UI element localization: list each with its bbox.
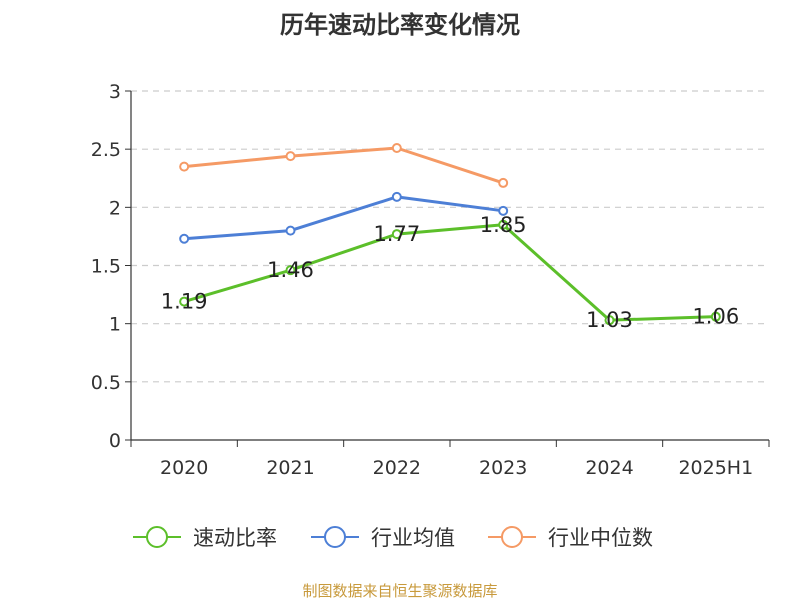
data-point bbox=[391, 229, 402, 240]
series-3 bbox=[179, 143, 509, 188]
legend-label: 行业中位数 bbox=[548, 526, 653, 550]
legend-marker bbox=[501, 526, 523, 548]
data-point bbox=[285, 151, 296, 162]
x-tick-label: 2025H1 bbox=[678, 457, 753, 479]
data-label: 1.77 bbox=[373, 222, 420, 246]
data-label: 1.46 bbox=[267, 258, 314, 282]
y-tick-label: 1.5 bbox=[91, 256, 121, 278]
x-tick-label: 2022 bbox=[373, 457, 421, 479]
x-tick-label: 2020 bbox=[160, 457, 208, 479]
x-tick-label: 2021 bbox=[266, 457, 314, 479]
source-note: 制图数据来自恒生聚源数据库 bbox=[302, 582, 497, 600]
data-point bbox=[498, 205, 509, 216]
legend-item-1: 速动比率 bbox=[133, 526, 277, 550]
data-point bbox=[604, 315, 615, 326]
y-tick-label: 3 bbox=[109, 81, 121, 103]
series-1 bbox=[179, 219, 721, 326]
axes: 0 0.5 1 1.5 2 2.5 3 2020 2021 2022 2023 2024 2025H1 bbox=[91, 81, 770, 479]
data-point bbox=[285, 265, 296, 276]
data-point bbox=[179, 161, 190, 172]
y-tick-label: 0 bbox=[109, 430, 121, 452]
data-label: 1.85 bbox=[480, 213, 527, 237]
chart-title: 历年速动比率变化情况 bbox=[280, 11, 520, 39]
x-tick-label: 2023 bbox=[479, 457, 527, 479]
y-tick-label: 1 bbox=[109, 314, 121, 336]
y-tick-label: 2.5 bbox=[91, 139, 121, 161]
series-layer bbox=[179, 143, 721, 326]
data-labels: 1.19 1.46 1.77 1.85 1.03 1.06 bbox=[161, 213, 739, 332]
series-2 bbox=[179, 191, 509, 244]
data-point bbox=[498, 177, 509, 188]
legend-marker bbox=[324, 526, 346, 548]
y-tick-label: 0.5 bbox=[91, 372, 121, 394]
series-line bbox=[184, 146, 504, 185]
legend-marker bbox=[146, 526, 168, 548]
data-point bbox=[179, 233, 190, 244]
data-point bbox=[498, 219, 509, 230]
legend-item-2: 行业均值 bbox=[311, 526, 455, 550]
data-point bbox=[391, 191, 402, 202]
legend: 速动比率 行业均值 行业中位数 bbox=[133, 526, 653, 550]
legend-label: 行业均值 bbox=[371, 526, 455, 550]
data-point bbox=[179, 296, 190, 307]
series-line bbox=[183, 223, 716, 322]
data-point bbox=[285, 225, 296, 236]
data-label: 1.19 bbox=[161, 290, 208, 314]
data-label: 1.03 bbox=[586, 308, 633, 332]
x-tick-label: 2024 bbox=[585, 457, 633, 479]
data-point bbox=[391, 143, 402, 154]
series-line bbox=[184, 195, 504, 241]
data-label: 1.06 bbox=[692, 305, 739, 329]
grid-lines bbox=[131, 90, 769, 383]
data-point bbox=[710, 311, 721, 322]
legend-label: 速动比率 bbox=[193, 526, 277, 550]
legend-item-3: 行业中位数 bbox=[488, 526, 653, 550]
y-tick-label: 2 bbox=[109, 197, 121, 219]
